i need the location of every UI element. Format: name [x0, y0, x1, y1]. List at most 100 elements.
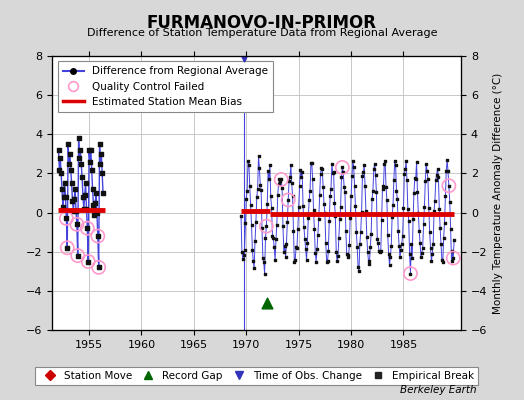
Point — [247, 222, 256, 228]
Point — [292, 243, 300, 250]
Point — [241, 220, 249, 226]
Point — [296, 183, 304, 189]
Point — [243, 188, 252, 194]
Point — [327, 185, 335, 192]
Point — [275, 176, 283, 182]
Point — [424, 204, 433, 211]
Point — [89, 186, 97, 192]
Point — [91, 200, 100, 206]
Point — [280, 249, 288, 255]
Point — [438, 257, 446, 264]
Point — [289, 227, 298, 234]
Point — [411, 176, 420, 182]
Point — [316, 171, 325, 177]
Point — [86, 147, 95, 153]
Point — [64, 141, 72, 147]
Point — [409, 216, 417, 222]
Point — [354, 264, 362, 270]
Point — [73, 221, 81, 228]
Point — [406, 270, 414, 277]
Point — [335, 216, 344, 223]
Point — [331, 213, 340, 220]
Point — [343, 251, 351, 258]
Point — [399, 205, 408, 212]
Point — [408, 255, 417, 261]
Point — [390, 176, 398, 183]
Point — [428, 251, 436, 257]
Point — [340, 183, 348, 190]
Point — [55, 166, 63, 173]
Point — [271, 257, 279, 264]
Point — [297, 174, 305, 180]
Point — [425, 229, 434, 235]
Point — [259, 255, 267, 262]
Point — [365, 261, 374, 267]
Point — [397, 247, 405, 253]
Point — [277, 176, 286, 183]
Point — [65, 160, 73, 167]
Point — [372, 172, 380, 178]
Point — [380, 161, 388, 168]
Point — [431, 197, 439, 204]
Point — [85, 147, 93, 153]
Point — [261, 234, 270, 241]
Point — [238, 248, 246, 255]
Point — [263, 299, 271, 306]
Point — [421, 178, 430, 184]
Point — [293, 244, 301, 251]
Point — [337, 174, 346, 180]
Point — [436, 225, 444, 232]
Point — [278, 185, 286, 192]
Point — [419, 221, 428, 228]
Point — [368, 196, 376, 202]
Point — [307, 160, 315, 166]
Point — [390, 158, 399, 164]
Point — [329, 170, 337, 176]
Point — [79, 194, 87, 200]
Point — [346, 215, 354, 221]
Point — [330, 200, 339, 206]
Point — [82, 206, 91, 212]
Point — [427, 245, 435, 251]
Point — [385, 262, 394, 268]
Point — [322, 259, 331, 265]
Point — [239, 53, 248, 59]
Point — [89, 202, 97, 208]
Point — [446, 226, 455, 232]
Point — [88, 166, 96, 173]
Point — [377, 217, 386, 224]
Point — [360, 162, 368, 169]
Point — [432, 177, 440, 184]
Point — [92, 190, 100, 196]
Point — [61, 194, 70, 200]
Point — [56, 154, 64, 161]
Point — [77, 160, 85, 167]
Point — [267, 205, 276, 212]
Point — [300, 224, 308, 230]
Point — [444, 168, 452, 174]
Point — [440, 235, 448, 242]
Point — [366, 244, 375, 250]
Point — [268, 233, 277, 240]
Point — [298, 169, 307, 175]
Legend: Station Move, Record Gap, Time of Obs. Change, Empirical Break: Station Move, Record Gap, Time of Obs. C… — [36, 367, 478, 385]
Point — [94, 264, 103, 270]
Point — [372, 189, 380, 195]
Point — [287, 162, 295, 169]
Point — [418, 250, 426, 256]
Point — [311, 249, 320, 256]
Point — [381, 158, 389, 164]
Point — [60, 180, 69, 186]
Point — [403, 206, 412, 212]
Point — [377, 248, 385, 254]
Point — [256, 182, 265, 188]
Point — [84, 258, 92, 265]
Point — [272, 236, 280, 242]
Point — [95, 141, 104, 147]
Point — [348, 173, 356, 179]
Point — [321, 209, 329, 216]
Point — [383, 196, 391, 203]
Point — [345, 242, 354, 249]
Point — [86, 158, 94, 165]
Point — [301, 246, 310, 252]
